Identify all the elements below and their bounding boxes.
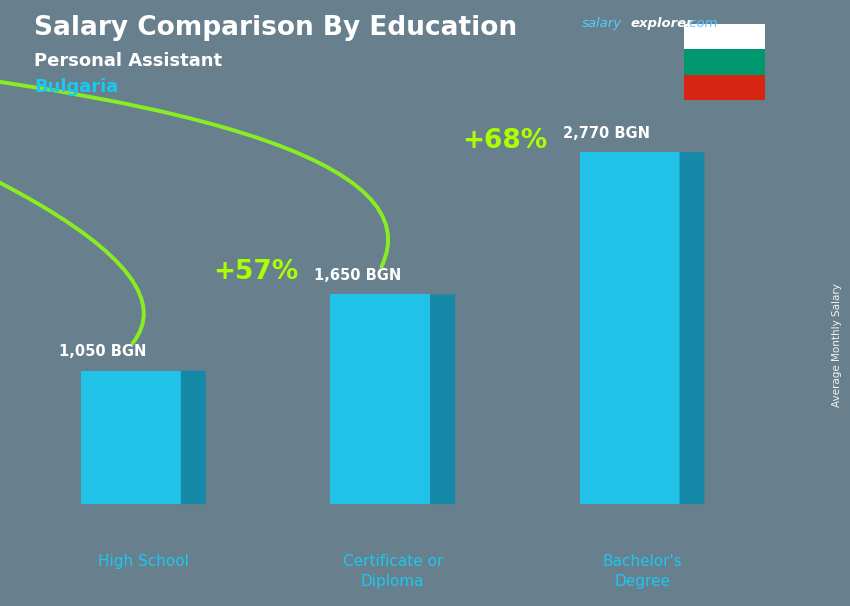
Text: .com: .com (685, 17, 717, 30)
Text: explorer: explorer (631, 17, 694, 30)
Bar (684, 75, 765, 100)
Polygon shape (580, 152, 679, 504)
Text: Average Monthly Salary: Average Monthly Salary (832, 284, 842, 407)
Polygon shape (181, 371, 206, 504)
Text: Certificate or
Diploma: Certificate or Diploma (343, 554, 443, 588)
Polygon shape (679, 152, 705, 504)
Text: salary: salary (582, 17, 622, 30)
Polygon shape (81, 371, 181, 504)
Text: +57%: +57% (213, 259, 298, 285)
Text: 1,650 BGN: 1,650 BGN (314, 268, 401, 283)
Text: 1,050 BGN: 1,050 BGN (59, 344, 146, 359)
Text: 2,770 BGN: 2,770 BGN (564, 126, 650, 141)
Bar (684, 50, 765, 75)
Text: Bulgaria: Bulgaria (34, 78, 118, 96)
Text: +68%: +68% (462, 128, 547, 154)
Polygon shape (430, 295, 455, 504)
Text: Salary Comparison By Education: Salary Comparison By Education (34, 15, 517, 41)
Text: Personal Assistant: Personal Assistant (34, 52, 222, 70)
Bar (684, 24, 765, 50)
Polygon shape (331, 295, 430, 504)
Text: Bachelor's
Degree: Bachelor's Degree (603, 554, 682, 588)
Text: High School: High School (98, 554, 189, 568)
